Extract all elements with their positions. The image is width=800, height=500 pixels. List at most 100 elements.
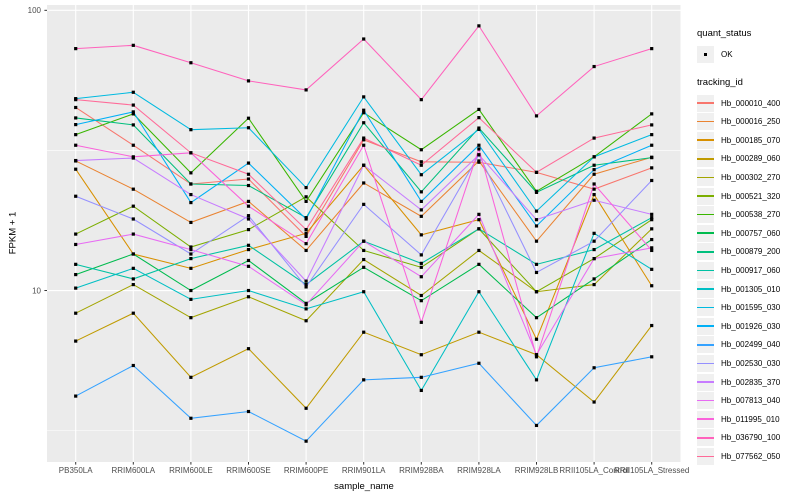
data-point [477, 24, 481, 28]
legend-item-Hb_002835_370: Hb_002835_370 [697, 373, 797, 391]
data-point [534, 224, 539, 228]
x-tick-label: RRIM600LE [169, 466, 213, 475]
legend-item-label: Hb_000538_270 [721, 210, 781, 220]
data-point [419, 299, 423, 303]
data-point [74, 339, 78, 343]
legend-item-Hb_000289_060: Hb_000289_060 [697, 150, 797, 168]
data-point [477, 262, 481, 266]
data-point [189, 288, 193, 293]
data-point [189, 266, 193, 270]
data-point [419, 293, 423, 298]
data-point [362, 378, 366, 382]
x-tick-label: RRIM928LB [515, 466, 559, 475]
data-point [304, 185, 308, 190]
data-point [246, 126, 251, 130]
legend-color-line-icon [697, 325, 714, 328]
data-point [304, 319, 308, 323]
data-point [189, 316, 193, 320]
data-point [246, 347, 251, 351]
data-point [419, 208, 423, 212]
data-point [534, 190, 539, 194]
y-axis-title: FPKM + 1 [7, 211, 19, 255]
legend-item-Hb_002499_040: Hb_002499_040 [697, 336, 797, 354]
data-point [189, 61, 193, 65]
y-tick-label: 10 [32, 286, 41, 295]
data-point [477, 227, 481, 231]
data-point [74, 105, 78, 110]
data-point [592, 64, 596, 69]
data-point [246, 199, 251, 203]
data-point [304, 227, 308, 232]
legend-key [697, 187, 714, 205]
legend-item-label: Hb_000016_250 [721, 117, 781, 127]
legend-item-label: Hb_000757_060 [721, 228, 781, 238]
x-tick-label: RRIM928BA [399, 466, 444, 475]
data-point [304, 307, 308, 311]
data-point [592, 247, 596, 252]
data-point [477, 159, 481, 163]
legend-key [697, 206, 714, 224]
legend-color-line-icon [697, 269, 714, 272]
legend-item-Hb_011995_010: Hb_011995_010 [697, 410, 797, 428]
data-point [534, 353, 539, 357]
data-point [189, 171, 193, 175]
data-point [362, 111, 366, 115]
data-point [419, 98, 423, 102]
data-point [534, 337, 539, 341]
legend-color-line-icon [697, 381, 714, 383]
data-point [477, 127, 481, 131]
legend-key [697, 336, 714, 354]
data-point [419, 265, 423, 269]
data-point [246, 243, 251, 247]
legend-item-Hb_007813_040: Hb_007813_040 [697, 392, 797, 410]
data-point [304, 406, 308, 410]
data-point [362, 121, 366, 125]
data-point [477, 147, 481, 151]
data-point [131, 155, 135, 159]
data-point [362, 257, 366, 262]
data-point [592, 187, 596, 191]
legend-key [697, 243, 714, 261]
legend-item-label: OK [721, 50, 733, 59]
x-tick-label: RRIM600SE [226, 466, 270, 475]
data-point [246, 116, 251, 120]
data-point [362, 136, 366, 140]
legend-key [697, 168, 714, 186]
data-point [131, 112, 135, 116]
legend-color-line-icon [697, 436, 714, 439]
legend-color-line-icon [697, 139, 714, 142]
data-point [419, 148, 423, 152]
data-point [189, 220, 193, 225]
data-point [362, 330, 366, 334]
legend-item-Hb_077562_050: Hb_077562_050 [697, 447, 797, 465]
data-point [131, 266, 135, 270]
legend-item-label: Hb_000185_070 [721, 135, 781, 145]
data-point [534, 316, 539, 320]
legend-gap [697, 65, 797, 77]
data-point [477, 107, 481, 112]
data-point [131, 277, 135, 281]
data-point [419, 233, 423, 237]
x-tick-label: PB350LA [59, 466, 93, 475]
data-point [592, 168, 596, 172]
legend-item-label: Hb_077562_050 [721, 451, 781, 461]
data-point [131, 252, 135, 256]
data-point [592, 366, 596, 370]
data-point [650, 47, 654, 51]
legend-item-Hb_000538_270: Hb_000538_270 [697, 206, 797, 224]
legend: quant_status OK tracking_id Hb_000010_40… [697, 28, 797, 466]
legend-item-label: Hb_007813_040 [721, 396, 781, 406]
data-point [304, 199, 308, 203]
data-point [362, 181, 366, 185]
legend-key [697, 94, 714, 112]
legend-key [697, 410, 714, 428]
legend-item-Hb_000016_250: Hb_000016_250 [697, 113, 797, 131]
data-point [362, 202, 366, 206]
legend-item-Hb_000521_320: Hb_000521_320 [697, 187, 797, 205]
legend-item-label: Hb_002530_030 [721, 358, 781, 368]
data-point [189, 247, 193, 252]
data-point [650, 355, 654, 359]
data-point [650, 178, 654, 183]
data-point [592, 400, 596, 404]
